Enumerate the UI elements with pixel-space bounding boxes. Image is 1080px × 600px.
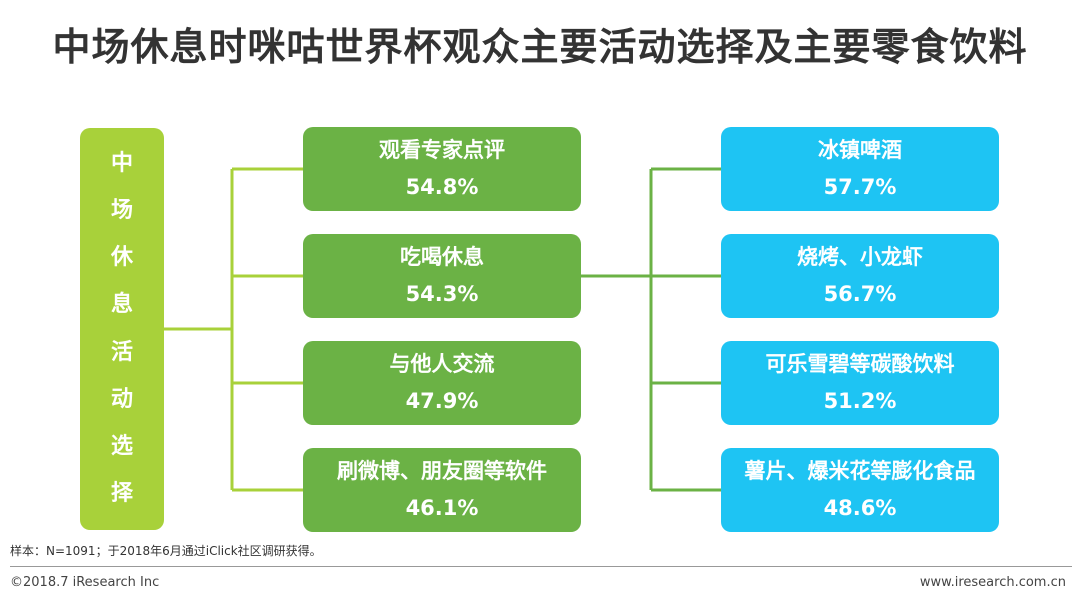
label-char: 活: [110, 339, 133, 365]
snack-label: 烧烤、小龙虾: [797, 244, 923, 269]
activity-value: 54.8%: [405, 175, 479, 199]
activity-box-eat-drink-rest: 吃喝休息 54.3%: [303, 234, 581, 318]
footer-divider: [10, 566, 1072, 567]
label-char: 中: [110, 150, 133, 176]
page-title: 中场休息时咪咕世界杯观众主要活动选择及主要零食饮料: [52, 25, 1028, 69]
label-char: 息: [110, 292, 133, 318]
snack-value: 57.7%: [823, 175, 897, 199]
activity-box-chat-with-others: 与他人交流 47.9%: [303, 341, 581, 425]
label-char: 择: [110, 481, 133, 507]
snack-box-bbq-crayfish: 烧烤、小龙虾 56.7%: [721, 234, 999, 318]
activity-label: 吃喝休息: [400, 244, 484, 269]
label-char: 选: [110, 434, 133, 460]
snack-label: 可乐雪碧等碳酸饮料: [765, 351, 955, 376]
activity-box-expert-commentary: 观看专家点评 54.8%: [303, 127, 581, 211]
activity-box-social-apps: 刷微博、朋友圈等软件 46.1%: [303, 448, 581, 532]
copyright: ©2018.7 iResearch Inc: [10, 575, 160, 590]
website-url: www.iresearch.com.cn: [919, 575, 1066, 590]
label-char: 场: [110, 197, 133, 223]
snack-value: 56.7%: [823, 282, 897, 306]
label-char: 动: [110, 386, 133, 412]
snack-value: 51.2%: [823, 389, 897, 413]
halftime-activity-label-box: 中 场 休 息 活 动 选 择: [80, 128, 164, 530]
snack-box-soda: 可乐雪碧等碳酸饮料 51.2%: [721, 341, 999, 425]
snack-label: 薯片、爆米花等膨化食品: [744, 458, 976, 483]
activity-label: 刷微博、朋友圈等软件: [337, 458, 547, 483]
activity-value: 47.9%: [405, 389, 479, 413]
snack-box-iced-beer: 冰镇啤酒 57.7%: [721, 127, 999, 211]
snack-value: 48.6%: [823, 496, 897, 520]
snack-box-puffed-food: 薯片、爆米花等膨化食品 48.6%: [721, 448, 999, 532]
activity-value: 46.1%: [405, 496, 479, 520]
sample-note: 样本：N=1091；于2018年6月通过iClick社区调研获得。: [10, 544, 322, 558]
activity-label: 观看专家点评: [379, 137, 505, 162]
activity-value: 54.3%: [405, 282, 479, 306]
activity-label: 与他人交流: [389, 351, 495, 376]
label-char: 休: [110, 245, 133, 271]
snack-label: 冰镇啤酒: [818, 137, 902, 162]
